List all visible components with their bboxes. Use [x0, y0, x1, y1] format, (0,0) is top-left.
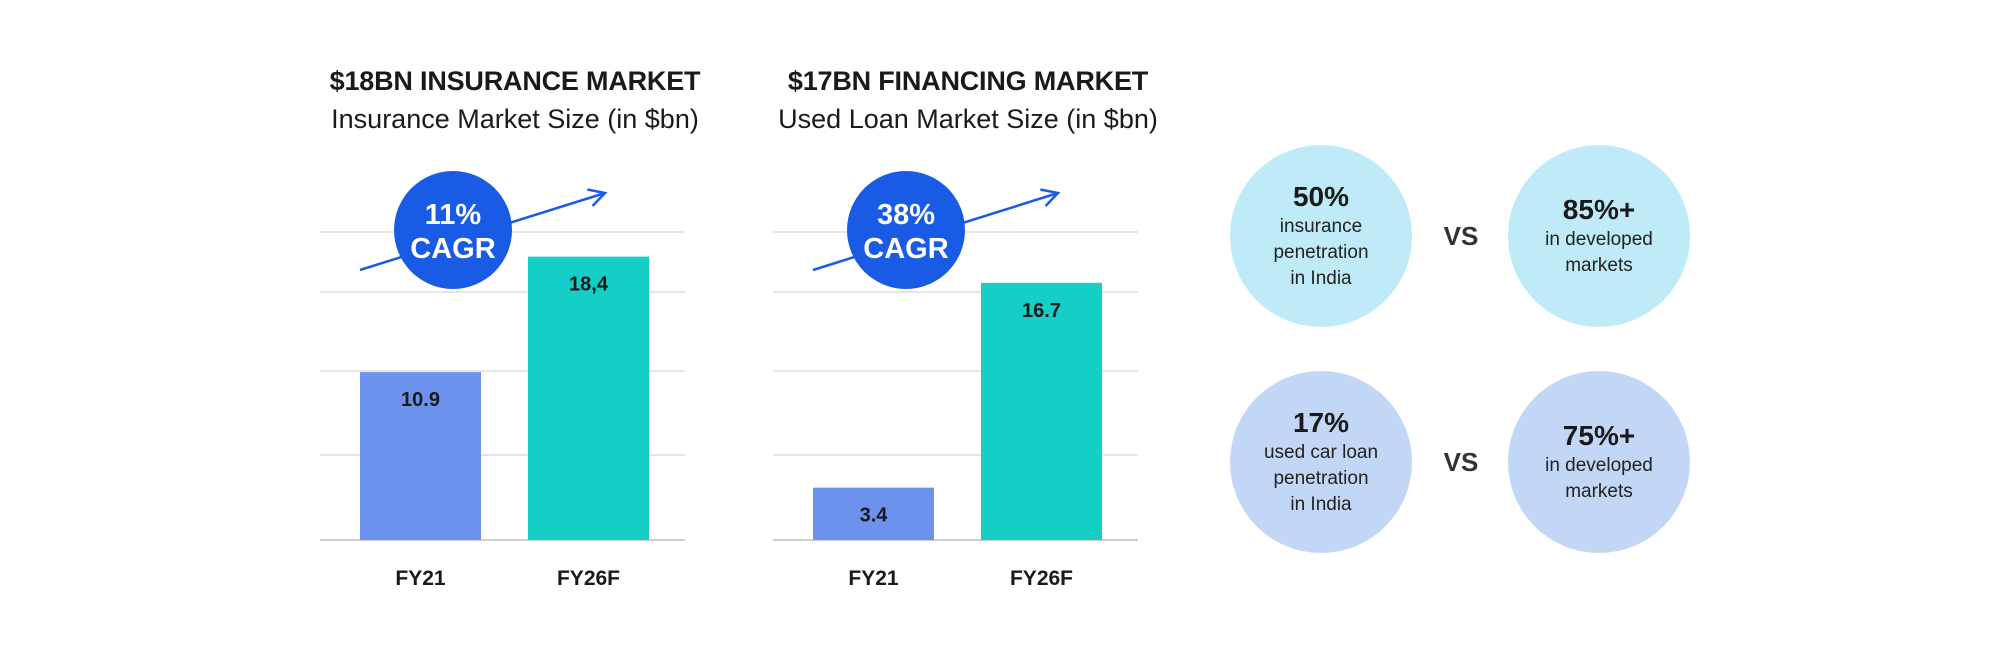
financing-market-chart: $17BN FINANCING MARKET Used Loan Market …	[753, 0, 1183, 647]
used-car-loan-penetration-india-circle: 17% used car loan penetration in India	[1230, 371, 1412, 553]
bar-value-label: 18,4	[569, 274, 609, 296]
category-label: FY26F	[1010, 567, 1073, 590]
bar-fy21	[360, 372, 481, 540]
category-label: FY21	[848, 567, 899, 590]
insurance-penetration-india-circle: 50% insurance penetration in India	[1230, 145, 1412, 327]
insurance-market-chart: $18BN INSURANCE MARKET Insurance Market …	[300, 0, 730, 647]
chart-subtitle: Used Loan Market Size (in $bn)	[778, 104, 1158, 134]
circle-text: in developed markets	[1545, 229, 1653, 276]
financing-bar-chart-svg: 3.4 FY21 16.7 FY26F 38%CAGR	[773, 171, 1138, 590]
developed-markets-insurance-circle: 85%+ in developed markets	[1508, 145, 1690, 327]
category-label: FY26F	[557, 567, 620, 590]
circle-text: insurance penetration in India	[1273, 216, 1369, 289]
circle-value: 85%+	[1562, 194, 1636, 225]
bar-value-label: 16.7	[1022, 300, 1061, 322]
chart-subtitle: Insurance Market Size (in $bn)	[331, 104, 699, 134]
circle-value: 50%	[1292, 181, 1350, 212]
bar-fy26f	[981, 282, 1102, 540]
circle-value: 17%	[1292, 407, 1350, 438]
vs-label: VS	[1443, 221, 1479, 251]
chart-title: $17BN FINANCING MARKET	[787, 66, 1149, 96]
bar-value-label: 10.9	[401, 389, 440, 411]
arrow-head-icon	[1040, 188, 1061, 207]
circle-value: 75%+	[1562, 420, 1636, 451]
bar-fy26f	[528, 256, 649, 540]
circle-text: in developed markets	[1545, 455, 1653, 502]
cagr-value: 38%	[877, 199, 935, 231]
cagr-label: CAGR	[410, 233, 495, 265]
insurance-bar-chart-svg: 10.9 FY21 18,4 FY26F 11%CAGR	[320, 171, 685, 590]
developed-markets-loan-circle: 75%+ in developed markets	[1508, 371, 1690, 553]
circle-text: used car loan penetration in India	[1263, 442, 1379, 515]
bar-fy21	[813, 487, 934, 540]
arrow-head-icon	[587, 188, 608, 207]
bar-value-label: 3.4	[860, 505, 889, 527]
penetration-comparisons: 50% insurance penetration in India VS 85…	[1230, 145, 1710, 565]
cagr-badge	[847, 171, 965, 289]
cagr-label: CAGR	[863, 233, 948, 265]
vs-label: VS	[1443, 447, 1479, 477]
chart-title: $18BN INSURANCE MARKET	[329, 66, 701, 96]
cagr-badge	[394, 171, 512, 289]
category-label: FY21	[395, 567, 446, 590]
cagr-value: 11%	[425, 199, 482, 231]
